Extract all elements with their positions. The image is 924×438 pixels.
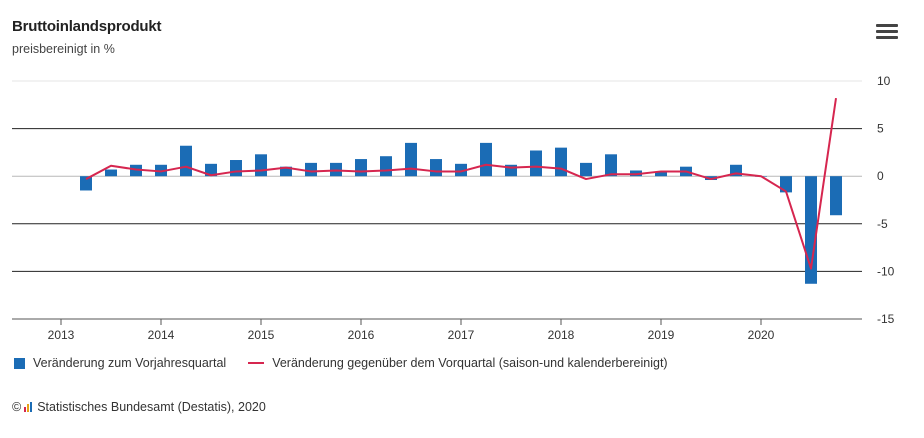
bar[interactable] (405, 142, 417, 177)
legend-item-line[interactable]: Veränderung gegenüber dem Vorquartal (sa… (248, 356, 668, 370)
y-tick-label: -5 (877, 217, 888, 231)
bar[interactable] (830, 176, 842, 216)
bar[interactable] (430, 159, 442, 177)
legend-bar-swatch (14, 357, 25, 369)
bar[interactable] (180, 145, 192, 177)
bar[interactable] (555, 147, 567, 177)
bar[interactable] (105, 169, 117, 177)
bar[interactable] (255, 154, 267, 177)
hamburger-menu-icon[interactable] (876, 24, 898, 42)
bar[interactable] (305, 162, 317, 177)
line-path[interactable] (85, 97, 837, 270)
axes: 10 5 0 -5 -10 -15 2013 2014 2015 2016 2017 2018 2019… (12, 74, 895, 340)
x-tick-label: 2019 (648, 328, 675, 340)
x-tick-label: 2015 (248, 328, 275, 340)
chart-title: Bruttoinlandsprodukt (12, 18, 162, 35)
bar[interactable] (730, 164, 742, 177)
bar[interactable] (380, 156, 392, 177)
bar[interactable] (480, 142, 492, 177)
x-tick-label: 2014 (148, 328, 175, 340)
destatis-logo-icon (24, 402, 33, 412)
bar[interactable] (205, 163, 217, 177)
bar[interactable] (655, 172, 667, 177)
x-tick-label: 2020 (748, 328, 775, 340)
bar[interactable] (530, 150, 542, 177)
bar[interactable] (780, 176, 792, 193)
legend-line-label: Veränderung gegenüber dem Vorquartal (sa… (272, 356, 668, 370)
bar[interactable] (280, 166, 292, 177)
x-tick-label: 2017 (448, 328, 475, 340)
credit: © Statistisches Bundesamt (Destatis), 20… (12, 400, 266, 414)
grid-lines (12, 80, 862, 272)
legend-line-swatch (248, 362, 265, 364)
bar[interactable] (80, 176, 92, 191)
bar[interactable] (455, 163, 467, 177)
y-tick-label: -15 (877, 312, 895, 326)
copyright-symbol: © (12, 400, 22, 414)
bar[interactable] (605, 154, 617, 177)
bar-series (80, 142, 842, 284)
y-tick-label: 10 (877, 74, 891, 88)
legend: Veränderung zum Vorjahresquartal Verände… (14, 356, 690, 370)
credit-text: Statistisches Bundesamt (Destatis), 2020 (37, 400, 266, 414)
y-tick-label: 5 (877, 122, 884, 136)
bar[interactable] (505, 164, 517, 177)
legend-bars-label: Veränderung zum Vorjahresquartal (33, 356, 227, 370)
chart-subtitle: preisbereinigt in % (12, 42, 115, 56)
y-tick-label: 0 (877, 169, 884, 183)
bar[interactable] (580, 162, 592, 177)
line-series (85, 97, 837, 270)
bar-line-chart: 10 5 0 -5 -10 -15 2013 2014 2015 2016 2017 2018 2019… (12, 74, 895, 340)
y-tick-label: -10 (877, 264, 895, 278)
x-tick-label: 2013 (48, 328, 75, 340)
legend-item-bars[interactable]: Veränderung zum Vorjahresquartal (14, 356, 226, 370)
x-tick-label: 2018 (548, 328, 575, 340)
x-tick-label: 2016 (348, 328, 375, 340)
bar[interactable] (230, 160, 242, 177)
bar[interactable] (355, 159, 367, 177)
